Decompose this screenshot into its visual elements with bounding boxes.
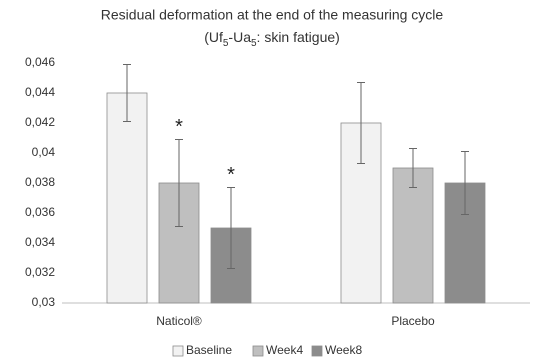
y-tick-label: 0,034 bbox=[25, 235, 55, 249]
chart-title: Residual deformation at the end of the m… bbox=[101, 7, 444, 23]
error-bar bbox=[461, 151, 469, 215]
error-bar bbox=[123, 64, 131, 122]
error-bar bbox=[227, 187, 235, 269]
legend-label: Week4 bbox=[266, 343, 303, 357]
legend-label: Week8 bbox=[325, 343, 362, 357]
bar bbox=[392, 167, 434, 304]
subtitle-part: : skin fatigue) bbox=[257, 29, 340, 45]
y-tick-label: 0,044 bbox=[25, 85, 55, 99]
chart-subtitle: (Uf5-Ua5: skin fatigue) bbox=[204, 29, 340, 49]
y-tick-label: 0,038 bbox=[25, 175, 55, 189]
annotation: * bbox=[175, 116, 183, 138]
subscript: 5 bbox=[251, 38, 257, 49]
y-tick-label: 0,042 bbox=[25, 115, 55, 129]
x-tick-label: Naticol® bbox=[156, 314, 202, 328]
y-tick-label: 0,046 bbox=[25, 55, 55, 69]
y-tick-label: 0,032 bbox=[25, 265, 55, 279]
bar bbox=[106, 92, 148, 304]
error-bar bbox=[357, 82, 365, 164]
subtitle-part: -Ua bbox=[228, 29, 251, 45]
subscript: 5 bbox=[223, 38, 229, 49]
legend-swatch bbox=[252, 345, 264, 357]
legend-swatch bbox=[172, 345, 184, 357]
y-tick-label: 0,04 bbox=[32, 145, 56, 159]
x-tick-label: Placebo bbox=[391, 314, 435, 328]
legend-swatch bbox=[311, 345, 323, 357]
subtitle-part: (Uf bbox=[204, 29, 223, 45]
annotation: * bbox=[227, 164, 235, 186]
legend-label: Baseline bbox=[186, 343, 232, 357]
error-bar bbox=[175, 139, 183, 227]
y-tick-label: 0,036 bbox=[25, 205, 55, 219]
error-bar bbox=[409, 148, 417, 188]
y-tick-label: 0,03 bbox=[32, 295, 56, 309]
